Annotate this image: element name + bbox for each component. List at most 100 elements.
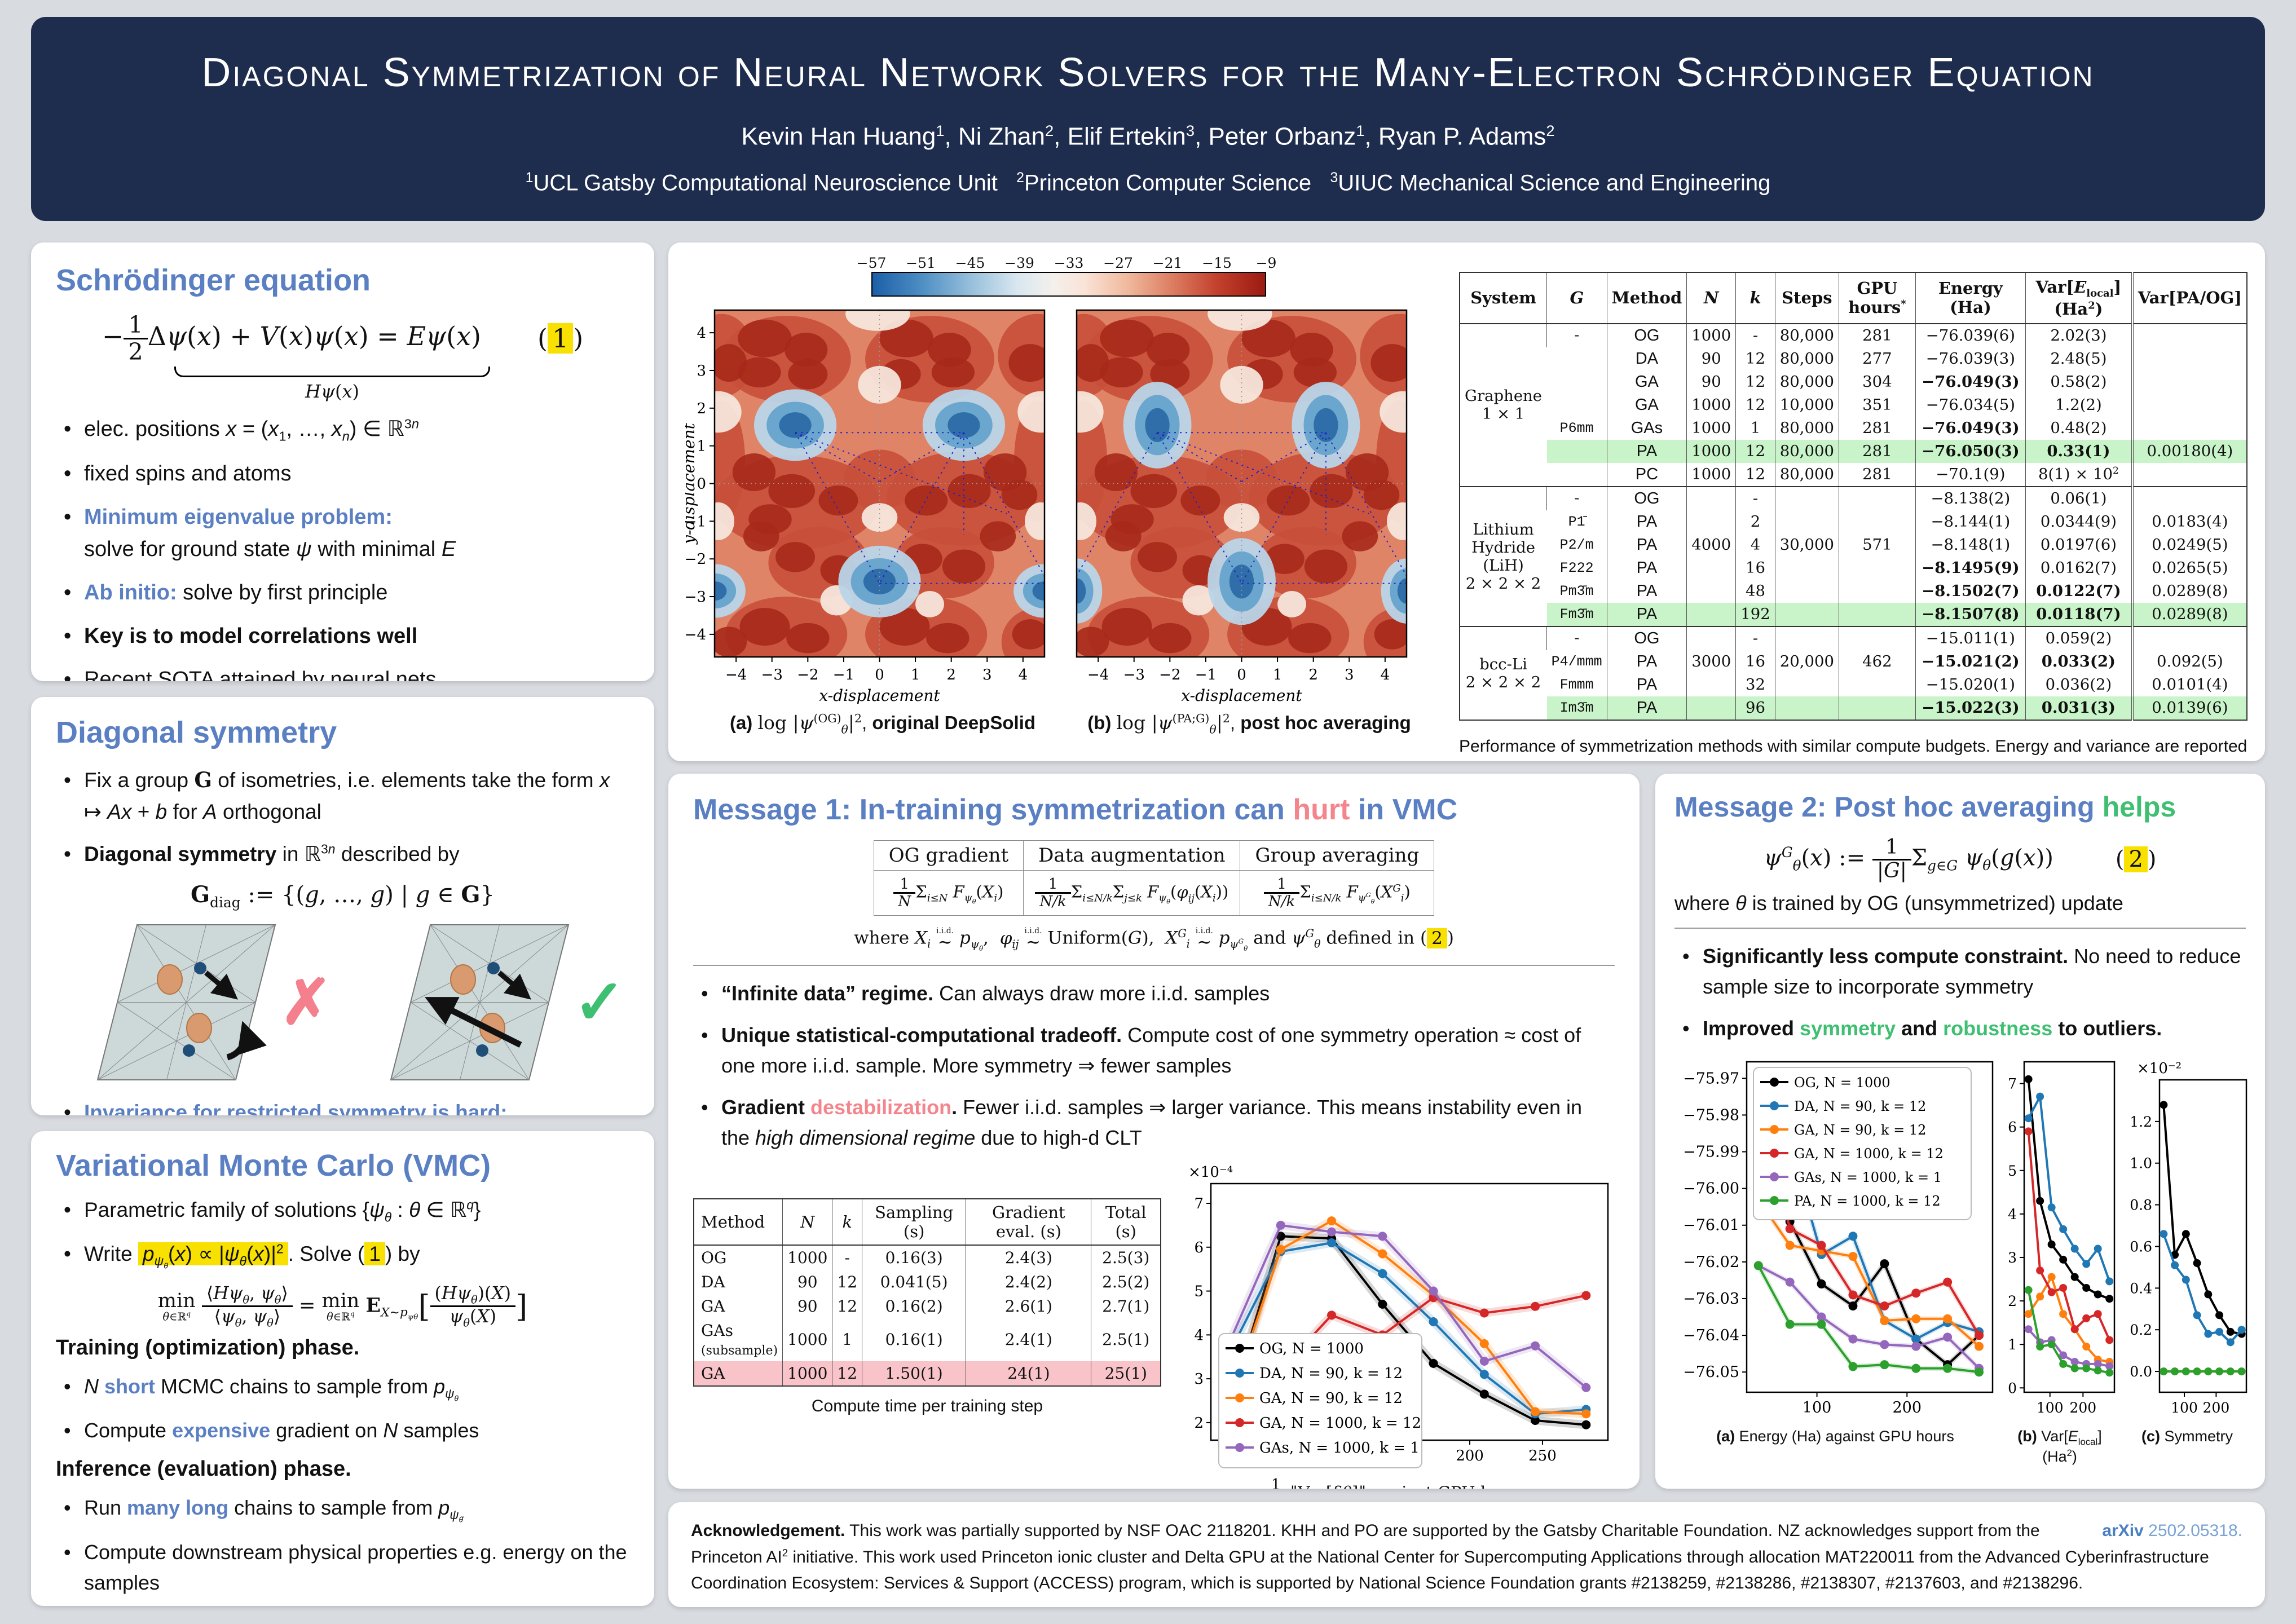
chart-c-wrap: 100 200 0.0 0.2 0.4 0.6 0.8 1.0 1.2 ×10⁻² (c) Sym… [2123,1055,2251,1466]
table-cell: 20,000 [1774,650,1839,673]
data-point [1848,1301,1858,1310]
table-cell: DA [1606,347,1687,370]
table-cell: Im3̄m [1546,696,1607,720]
data-point [2171,1261,2179,1269]
data-point [2105,1336,2114,1344]
colorbar-tick-label: −57 [856,255,887,271]
data-point [1817,1241,1826,1250]
data-point [2024,1309,2033,1318]
data-point [2036,1342,2044,1351]
svg-text:−76.05: −76.05 [1683,1363,1739,1381]
x-axis-label: x-displacement [1181,686,1302,704]
table-cell [1686,486,1736,510]
data-point [2204,1367,2213,1375]
table-cell [1839,696,1916,720]
table-cell [2131,347,2247,370]
table-cell: 80,000 [1774,347,1839,370]
data-point [2024,1127,2033,1136]
compute-header: k [832,1198,862,1246]
data-point [1817,1320,1826,1329]
table-cell [1839,510,1916,533]
table-cell: 281 [1839,462,1916,487]
table-cell: 0.033(2) [2025,650,2132,673]
data-point [2226,1327,2235,1336]
variance-chart-area: 50100150200250234567×10⁻⁴OG, N = 1000DA,… [1175,1164,1615,1489]
svg-text:−2: −2 [685,551,706,568]
table-row: P2/m PA 4000 4 30,000 571 −8.148(1) 0.0197(6) 0.… [1460,533,2247,557]
data-point [2082,1283,2091,1292]
compute-cell: 1.50(1) [862,1361,966,1386]
table-cell: 1000 [1686,439,1736,463]
data-point [2160,1101,2168,1109]
svg-text:4: 4 [1381,667,1390,683]
vmc-bullets: Parametric family of solutions {ψθ : θ ∈… [56,1194,629,1273]
table-cell [1547,370,1607,394]
table-cell: - [1735,323,1775,347]
electron-1 [487,961,500,974]
table-cell: P4/mmm [1551,653,1602,670]
data-point [1943,1277,1953,1287]
table-cell: Fm3̄m [1546,602,1607,626]
training-phase-header: Training (optimization) phase. [56,1335,360,1360]
data-point [2182,1230,2190,1238]
parallelogram-good-figure: ✓ [390,924,625,1080]
svg-text:GA, N = 1000, k = 12: GA, N = 1000, k = 12 [1794,1146,1944,1162]
system-cell: bcc-Li 2 × 2 × 2 [1460,625,1547,720]
data-point [2171,1367,2179,1375]
compute-cell: GA [701,1296,725,1316]
table-cell [1547,463,1607,487]
data-point [2193,1259,2201,1267]
table-cell: PA [1606,579,1687,603]
table-cell: PA [1606,556,1687,580]
table-row: bcc-Li 2 × 2 × 2- OG - −15.011(1) 0.059(2) [1460,625,2247,720]
electron-2 [182,1044,195,1057]
move-arrow-long [424,996,522,1048]
compute-cell: 1000 [782,1361,832,1386]
svg-text:100: 100 [1803,1399,1832,1416]
series-line [1757,1264,1980,1369]
arxiv-link[interactable]: arXiv 2502.05318. [2102,1521,2242,1540]
table-cell [1547,394,1607,417]
gradient-table-header-row: OG gradient Data augmentation Group averag… [874,840,1434,871]
compute-header: N [782,1198,832,1246]
table-cell: 2.02(3) [2025,323,2132,347]
table-cell: PA [1606,439,1687,463]
table-cell: −8.1502(7) [1915,579,2026,603]
table-row: GA 90 12 80,000 304 −76.049(3) 0.58(2) [1460,370,2247,394]
data-point [1479,1389,1489,1399]
table-cell: −76.049(3) [1915,416,2026,440]
data-point [2059,1351,2068,1360]
data-point [2024,1286,2033,1294]
table-cell: 30,000 [1774,533,1839,557]
data-point [2070,1364,2079,1373]
table-cell: Fmmm [1559,676,1594,693]
table-cell [1686,673,1736,696]
data-point [1378,1232,1387,1241]
table-cell: 0.0162(7) [2025,556,2132,580]
results-table-body: Graphene 1 × 1- OG 1000-80,000 281 −76.039(6)… [1460,323,2247,720]
table-row: P4/mmm PA 3000 16 20,000 462 −15.021(2) 0.033(2… [1460,650,2247,673]
training-bullets: N short MCMC chains to sample from pψθ Co… [56,1371,629,1446]
table-cell: Pm3̄m [1559,582,1594,599]
table-cell: 0.00180(4) [2131,439,2247,463]
diagonal-last-bullet-list: Invariance for restricted symmetry is ha… [56,1097,629,1116]
data-point [1327,1216,1337,1225]
bullet-item: Parametric family of solutions {ψθ : θ ∈… [59,1194,629,1227]
table-cell [1774,673,1839,696]
svg-text:0.8: 0.8 [2130,1197,2152,1213]
svg-text:250: 250 [1528,1448,1557,1464]
colorbar-tick-label: −15 [1202,255,1232,271]
table-cell [2131,370,2247,394]
message2-charts: 100 200 −75.97 −75.98 −75.99 −76.00 −76.01 −76.… [1674,1055,2247,1466]
data-point [1785,1277,1795,1287]
table-cell: −8.1507(8) [1915,602,2026,626]
table-cell [1686,625,1736,650]
table-cell: 0.0139(6) [2131,696,2247,720]
table-cell: PA [1606,650,1687,673]
svg-text:2: 2 [697,400,706,417]
data-point [2070,1357,2079,1366]
data-point [1531,1341,1540,1351]
data-point [2036,1292,2044,1301]
svg-text:6: 6 [1194,1239,1204,1256]
